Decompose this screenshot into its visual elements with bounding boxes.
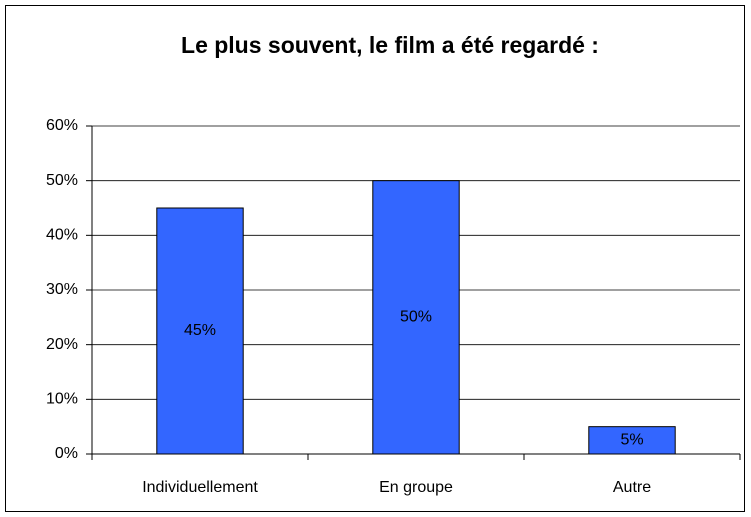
y-tick-label: 30% — [46, 281, 78, 298]
value-label: 50% — [400, 309, 432, 326]
y-tick-label: 20% — [46, 336, 78, 353]
x-tick-label: En groupe — [379, 479, 453, 496]
bar — [372, 180, 460, 455]
y-tick-label: 50% — [46, 172, 78, 189]
y-tick-label: 60% — [46, 117, 78, 134]
bar — [588, 426, 676, 455]
y-tick-label: 40% — [46, 227, 78, 244]
x-tick-label: Individuellement — [142, 479, 258, 496]
value-label: 45% — [184, 322, 216, 339]
bar — [156, 207, 244, 455]
y-tick-label: 0% — [55, 445, 78, 462]
y-tick-label: 10% — [46, 391, 78, 408]
chart-title: Le plus souvent, le film a été regardé : — [181, 32, 599, 58]
x-tick-label: Autre — [613, 479, 651, 496]
value-label: 5% — [620, 432, 643, 449]
